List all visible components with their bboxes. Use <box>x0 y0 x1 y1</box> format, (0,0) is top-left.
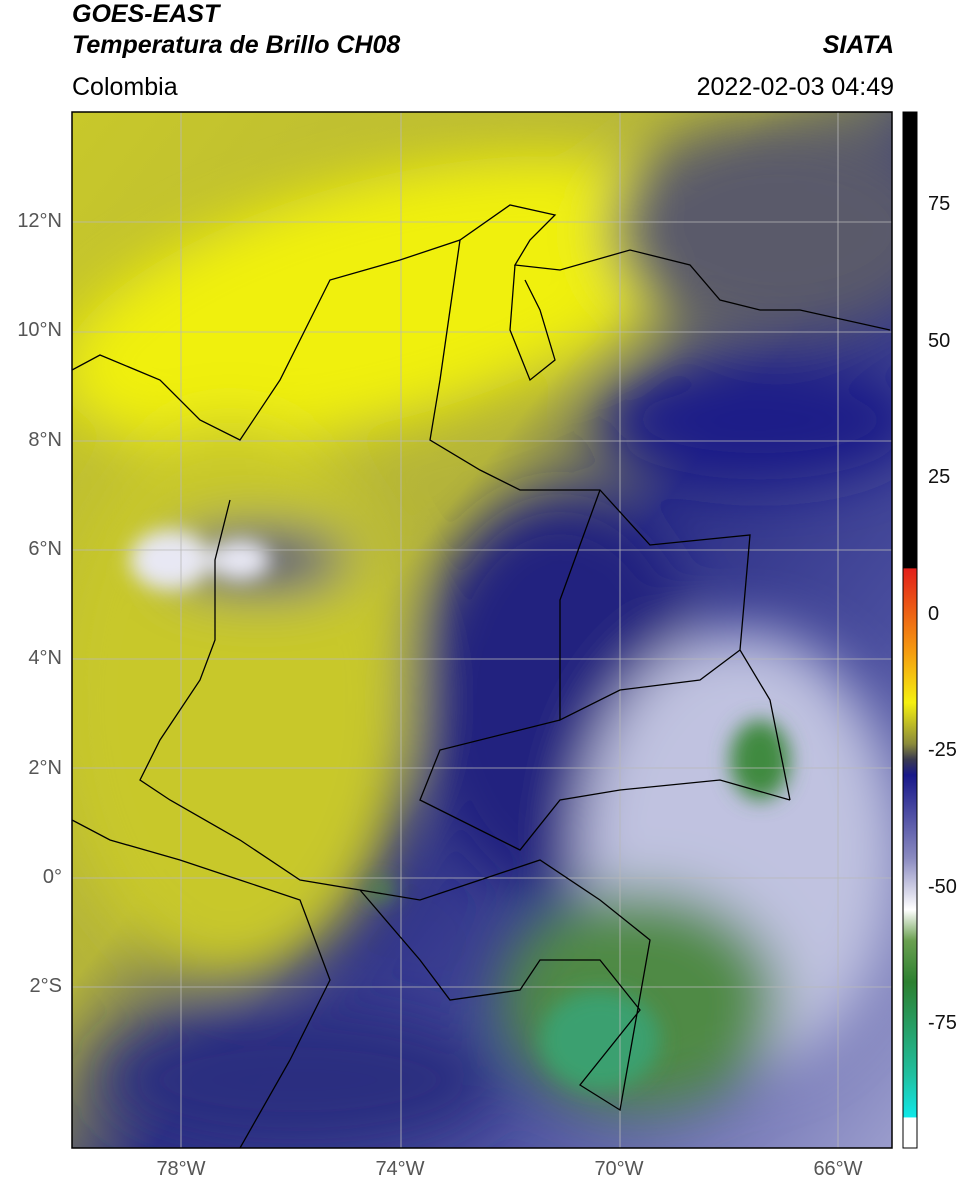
lat-tick-label: 2°N <box>28 756 62 779</box>
region: Colombia <box>72 73 178 101</box>
colorbar-tick-label: 75 <box>928 193 951 215</box>
title-line1: GOES-EAST <box>72 0 220 28</box>
lon-tick-label: 78°W <box>156 1158 206 1180</box>
lon-tick-label: 66°W <box>813 1158 863 1180</box>
colorbar-tick-label: -75 <box>928 1012 957 1034</box>
lat-tick-label: 10°N <box>17 319 62 342</box>
colorbar-tick-label: -25 <box>928 739 957 761</box>
satellite-image <box>72 112 892 1148</box>
lat-tick-label: 4°N <box>28 647 62 670</box>
map-frame <box>71 111 893 1149</box>
agency: SIATA <box>822 31 894 59</box>
lat-tick-label: 8°N <box>28 428 62 451</box>
datetime: 2022-02-03 04:49 <box>696 73 894 101</box>
colorbar-tick-label: 0 <box>928 602 940 625</box>
lat-tick-label: 12°N <box>17 210 62 232</box>
colorbar-tick-label: -50 <box>928 875 957 898</box>
lat-tick-label: 0° <box>42 865 62 888</box>
lon-tick-label: 70°W <box>594 1158 644 1180</box>
borders <box>72 204 891 1148</box>
colorbar-tick-label: 25 <box>928 466 951 488</box>
lat-tick-label: 6°N <box>28 537 62 560</box>
lon-tick-label: 74°W <box>375 1158 425 1180</box>
colorbar <box>902 111 918 1149</box>
colorbar-tick-label: 50 <box>928 329 951 352</box>
graticule <box>72 112 892 1148</box>
lat-tick-label: 2°S <box>29 975 62 998</box>
title-line2: Temperatura de Brillo CH08 <box>72 31 401 59</box>
